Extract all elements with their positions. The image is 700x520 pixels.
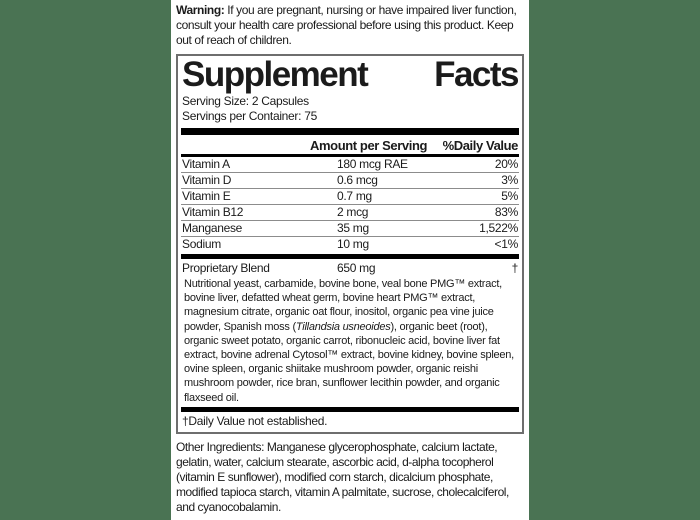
column-header-amount: Amount per Serving [310,138,428,153]
nutrient-name: Sodium [182,237,221,251]
servings-per-container: Servings per Container: 75 [182,109,317,123]
blend-description: Nutritional yeast, carbamide, bovine bon… [184,277,518,405]
nutrient-name: Vitamin E [182,189,231,203]
nutrient-daily-value: 83% [494,205,518,219]
blend-description-part2: ), organic beet (root), organic sweet po… [184,320,514,404]
supplement-facts-box: Supplement Facts Serving Size: 2 Capsule… [176,54,524,434]
title-word-facts: Facts [434,55,519,94]
blend-species-italic: Tillandsia usneoides [295,320,391,333]
warning-text: If you are pregnant, nursing or have imp… [176,3,517,47]
blend-daily-value: † [511,261,519,275]
nutrient-name: Vitamin D [182,173,232,187]
column-header-daily-value: %Daily Value [442,138,519,153]
nutrient-daily-value: 3% [501,173,518,187]
other-ingredients: Other Ingredients: Manganese glycerophos… [176,439,509,514]
serving-size: Serving Size: 2 Capsules [182,94,309,108]
nutrient-name: Manganese [182,221,243,235]
divider-footnote [181,406,519,412]
nutrient-amount: 35 mg [337,221,369,235]
table-row: Sodium 10 mg <1% [181,237,519,252]
supplement-facts-title: Supplement Facts [182,55,519,94]
divider-header [181,154,519,157]
nutrient-daily-value: 20% [494,157,518,171]
nutrient-amount: 10 mg [337,237,369,251]
title-word-supplement: Supplement [182,55,369,94]
nutrient-daily-value: <1% [494,237,519,251]
table-row: Vitamin A 180 mcg RAE 20% [181,157,519,173]
blend-amount: 650 mg [337,261,376,275]
label-panel: Warning: If you are pregnant, nursing or… [171,0,529,520]
nutrient-name: Vitamin B12 [182,205,244,219]
warning-label: Warning: [176,3,225,17]
nutrient-name: Vitamin A [182,157,230,171]
blend-description-part1: Nutritional yeast, carbamide, bovine bon… [184,278,502,333]
proprietary-blend-row: Proprietary Blend 650 mg † [181,261,519,276]
table-row: Vitamin E 0.7 mg 5% [181,189,519,205]
blend-name: Proprietary Blend [182,261,270,275]
table-header-row: Amount per Serving %Daily Value [181,137,519,154]
daily-value-footnote: †Daily Value not established. [182,413,328,428]
table-row: Vitamin D 0.6 mcg 3% [181,173,519,189]
nutrient-daily-value: 5% [501,189,518,203]
nutrient-daily-value: 1,522% [479,221,518,235]
nutrient-amount: 180 mcg RAE [337,157,408,171]
divider-blend [181,254,519,259]
table-row: Vitamin B12 2 mcg 83% [181,205,519,221]
divider-thick-top [181,128,519,135]
nutrient-amount: 2 mcg [337,205,369,219]
warning-paragraph: Warning: If you are pregnant, nursing or… [176,3,524,48]
table-row: Manganese 35 mg 1,522% [181,221,519,237]
nutrient-amount: 0.6 mcg [337,173,378,187]
nutrient-amount: 0.7 mg [337,189,372,203]
